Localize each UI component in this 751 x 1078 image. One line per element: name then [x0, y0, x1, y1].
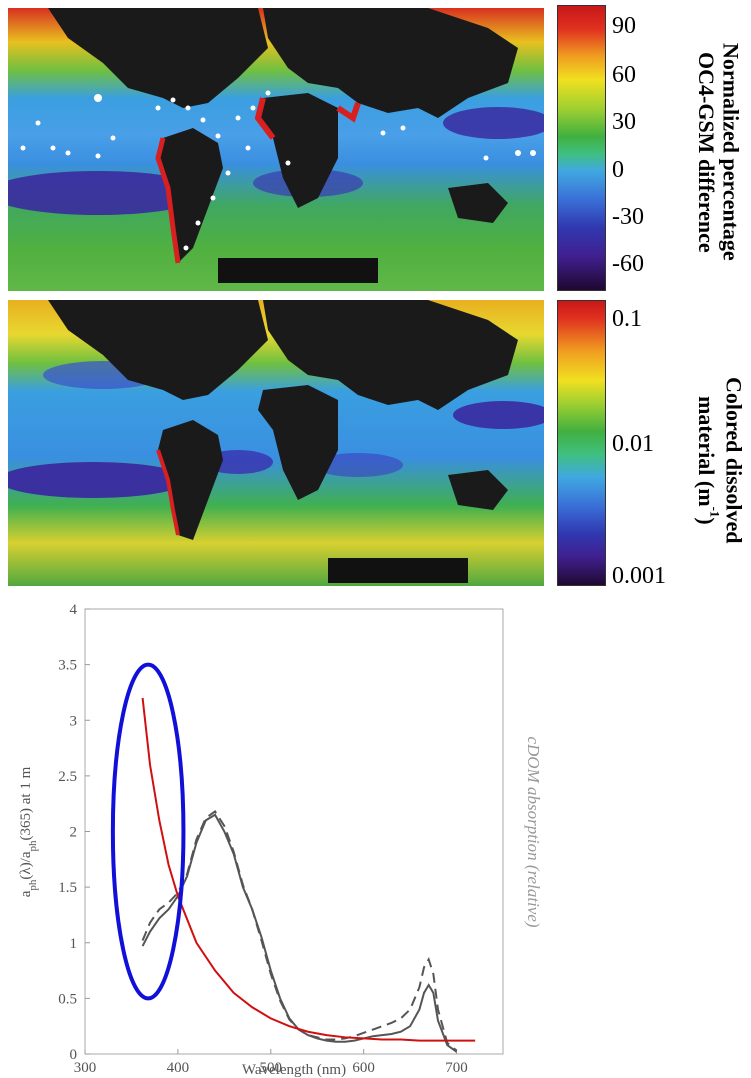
colorbar-tick-90: 90 [612, 13, 636, 39]
y-tick-label: 0 [70, 1047, 78, 1063]
right-axis-label: cDOM absorption (relative) [524, 736, 543, 927]
y-tick-label: 3 [70, 713, 78, 729]
series-group [141, 697, 476, 1053]
y-axis-ticks: 0 0.5 1 1.5 2 2.5 3 3.5 4 [58, 602, 90, 1063]
y-axis-label-part: ph [27, 879, 39, 891]
title-line2: OC4-GSM difference [694, 51, 720, 253]
map-cdom-image [8, 300, 544, 586]
colorbar-title-cdom: Colored dissolved material (m-1) [694, 345, 747, 575]
series-cdom-line [141, 697, 476, 1042]
y-axis-label-part: ph [27, 840, 39, 852]
x-tick-label: 500 [260, 1060, 283, 1076]
series-solid-line [141, 813, 458, 1053]
map-oc4-gsm-difference [8, 8, 544, 291]
title-end: ) [694, 517, 720, 525]
y-tick-label: 1.5 [58, 880, 77, 896]
plot-frame [84, 608, 504, 1055]
y-tick-label: 1 [70, 936, 78, 952]
y-axis-label: aph(λ)/aph(365) at 1 m [18, 766, 39, 897]
y-axis-label-part: a [18, 890, 34, 897]
x-axis-label: Wavelength (nm) [242, 1062, 346, 1078]
title-line1: Normalized percentage [718, 43, 744, 261]
x-tick-label: 700 [445, 1060, 468, 1076]
x-tick-label: 400 [167, 1060, 190, 1076]
map-oc4-gsm-image [8, 8, 544, 291]
colorbar-title-difference: Normalized percentage OC4-GSM difference [694, 12, 744, 292]
colorbar-tick-30: 30 [612, 109, 636, 135]
title-line1: Colored dissolved [721, 376, 747, 544]
colorbar-tick-0: 0 [612, 157, 624, 183]
colorbar-tick-0.001: 0.001 [612, 563, 666, 589]
absorption-chart: 0 0.5 1 1.5 2 2.5 3 3.5 4 300 400 500 600 700 Wavele… [18, 602, 543, 1078]
x-tick-label: 600 [352, 1060, 375, 1076]
y-tick-label: 4 [70, 602, 78, 618]
colorbar-tick-neg30: -30 [612, 204, 644, 230]
colorbar-tick-60: 60 [612, 62, 636, 88]
highlight-ellipse [110, 662, 186, 1001]
y-tick-label: 3.5 [58, 658, 77, 674]
y-axis-label-part: (365) at 1 m [18, 766, 34, 840]
title-line2: material (m [694, 395, 720, 507]
colorbar-tick-0.1: 0.1 [612, 306, 642, 332]
x-tick-label: 300 [74, 1060, 97, 1076]
y-axis-label-part: (λ)/a [18, 851, 34, 879]
y-tick-label: 2.5 [58, 769, 77, 785]
colorbar-difference [557, 5, 606, 291]
x-axis-ticks: 300 400 500 600 700 [74, 1049, 468, 1076]
y-tick-label: 2 [70, 825, 78, 841]
map-cdom [8, 300, 544, 586]
colorbar-tick-neg60: -60 [612, 251, 644, 277]
colorbar-tick-0.01: 0.01 [612, 431, 654, 457]
title-sup: -1 [707, 506, 723, 518]
y-tick-label: 0.5 [58, 991, 77, 1007]
series-dashed-line [141, 810, 458, 1052]
colorbar-cdom [557, 300, 606, 586]
